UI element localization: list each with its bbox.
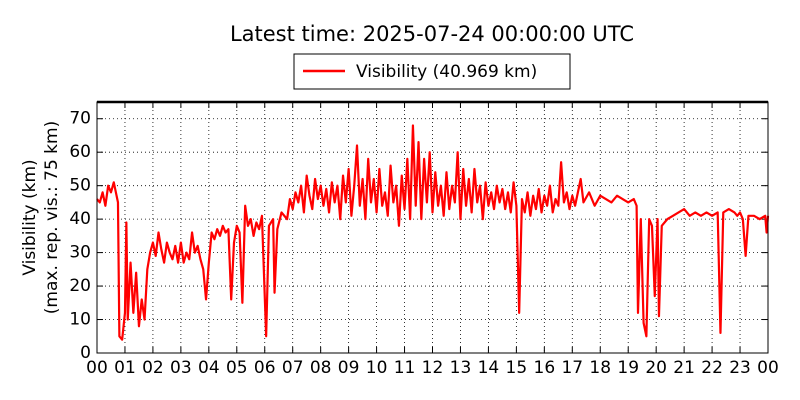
y-tick-label: 20 (69, 276, 91, 296)
series-line (96, 124, 770, 341)
y-tick-label: 30 (69, 243, 91, 263)
y-tick-label: 0 (80, 343, 91, 363)
y-tick-label: 10 (69, 310, 91, 330)
x-tick-label: 18 (589, 358, 611, 378)
x-tick-label: 06 (254, 358, 276, 378)
legend-label: Visibility (40.969 km) (356, 62, 537, 82)
chart-title: Latest time: 2025-07-24 00:00:00 UTC (230, 22, 634, 46)
x-tick-label: 02 (142, 358, 164, 378)
x-tick-label: 19 (617, 358, 639, 378)
x-tick-label: 03 (170, 358, 192, 378)
y-tick-label: 50 (69, 176, 91, 196)
x-tick-label: 13 (450, 358, 472, 378)
x-tick-label: 20 (645, 358, 667, 378)
x-tick-label: 16 (534, 358, 556, 378)
x-tick-label: 07 (282, 358, 304, 378)
x-tick-label: 14 (478, 358, 500, 378)
x-tick-label: 10 (366, 358, 388, 378)
x-tick-label: 21 (673, 358, 695, 378)
x-tick-label: 00 (757, 358, 779, 378)
x-tick-label: 09 (338, 358, 360, 378)
x-tick-label: 22 (701, 358, 723, 378)
x-tick-label: 08 (310, 358, 332, 378)
x-tick-label: 23 (729, 358, 751, 378)
x-tick-label: 15 (506, 358, 528, 378)
x-tick-label: 05 (226, 358, 248, 378)
x-tick-label: 17 (561, 358, 583, 378)
x-tick-label: 11 (394, 358, 416, 378)
y-axis-label: Visibility (km) (20, 159, 40, 275)
y-tick-label: 40 (69, 209, 91, 229)
x-tick-label: 00 (86, 358, 108, 378)
y-tick-label: 70 (69, 109, 91, 129)
y-tick-label: 60 (69, 142, 91, 162)
x-tick-label: 01 (114, 358, 136, 378)
y-axis-label: (max. rep. vis.: 75 km) (42, 121, 62, 314)
x-tick-label: 04 (198, 358, 220, 378)
x-tick-label: 12 (422, 358, 444, 378)
